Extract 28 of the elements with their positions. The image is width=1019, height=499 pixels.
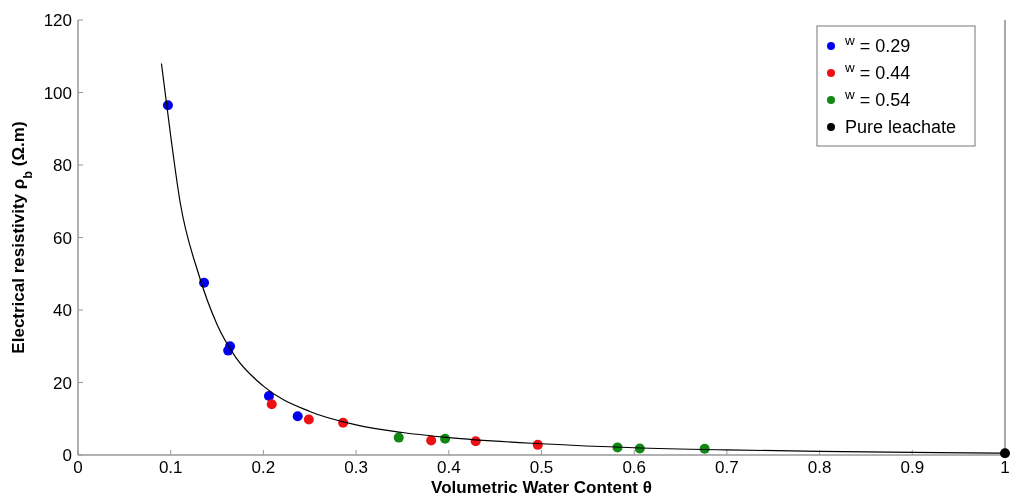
legend-label: Pure leachate [845,117,957,137]
y-tick-label: 20 [53,373,72,393]
x-tick-label: 0.8 [807,458,832,477]
x-tick-label: 0.2 [251,458,276,477]
legend-label: $^{w}$ = 0.44 [844,59,911,83]
y-tick-label: 60 [53,228,72,248]
point [292,411,303,422]
point [426,435,437,446]
y-tick-label: 40 [53,301,72,320]
point [303,414,314,425]
x-tick-label: 0.1 [158,458,183,477]
x-tick-label: 1 [1000,458,1010,477]
x-tick-label: 0.4 [436,458,461,477]
legend-label: $^{w}$ = 0.54 [844,86,911,110]
y-tick-label: 120 [43,11,72,30]
legend-label: $^{w}$ = 0.29 [844,32,911,56]
x-axis-title: Volumetric Water Content θ [431,478,652,497]
x-tick-label: 0.3 [344,458,368,477]
y-tick-label: 0 [62,446,72,465]
point [1000,448,1010,459]
point [393,432,404,443]
x-tick-label: 0.7 [715,458,739,477]
x-tick-label: 0.9 [900,458,925,477]
x-tick-label: 0.6 [622,458,647,477]
x-tick-label: 0.5 [529,458,554,477]
point [266,399,277,410]
y-tick-label: 100 [43,83,72,103]
y-tick-label: 80 [53,156,72,175]
